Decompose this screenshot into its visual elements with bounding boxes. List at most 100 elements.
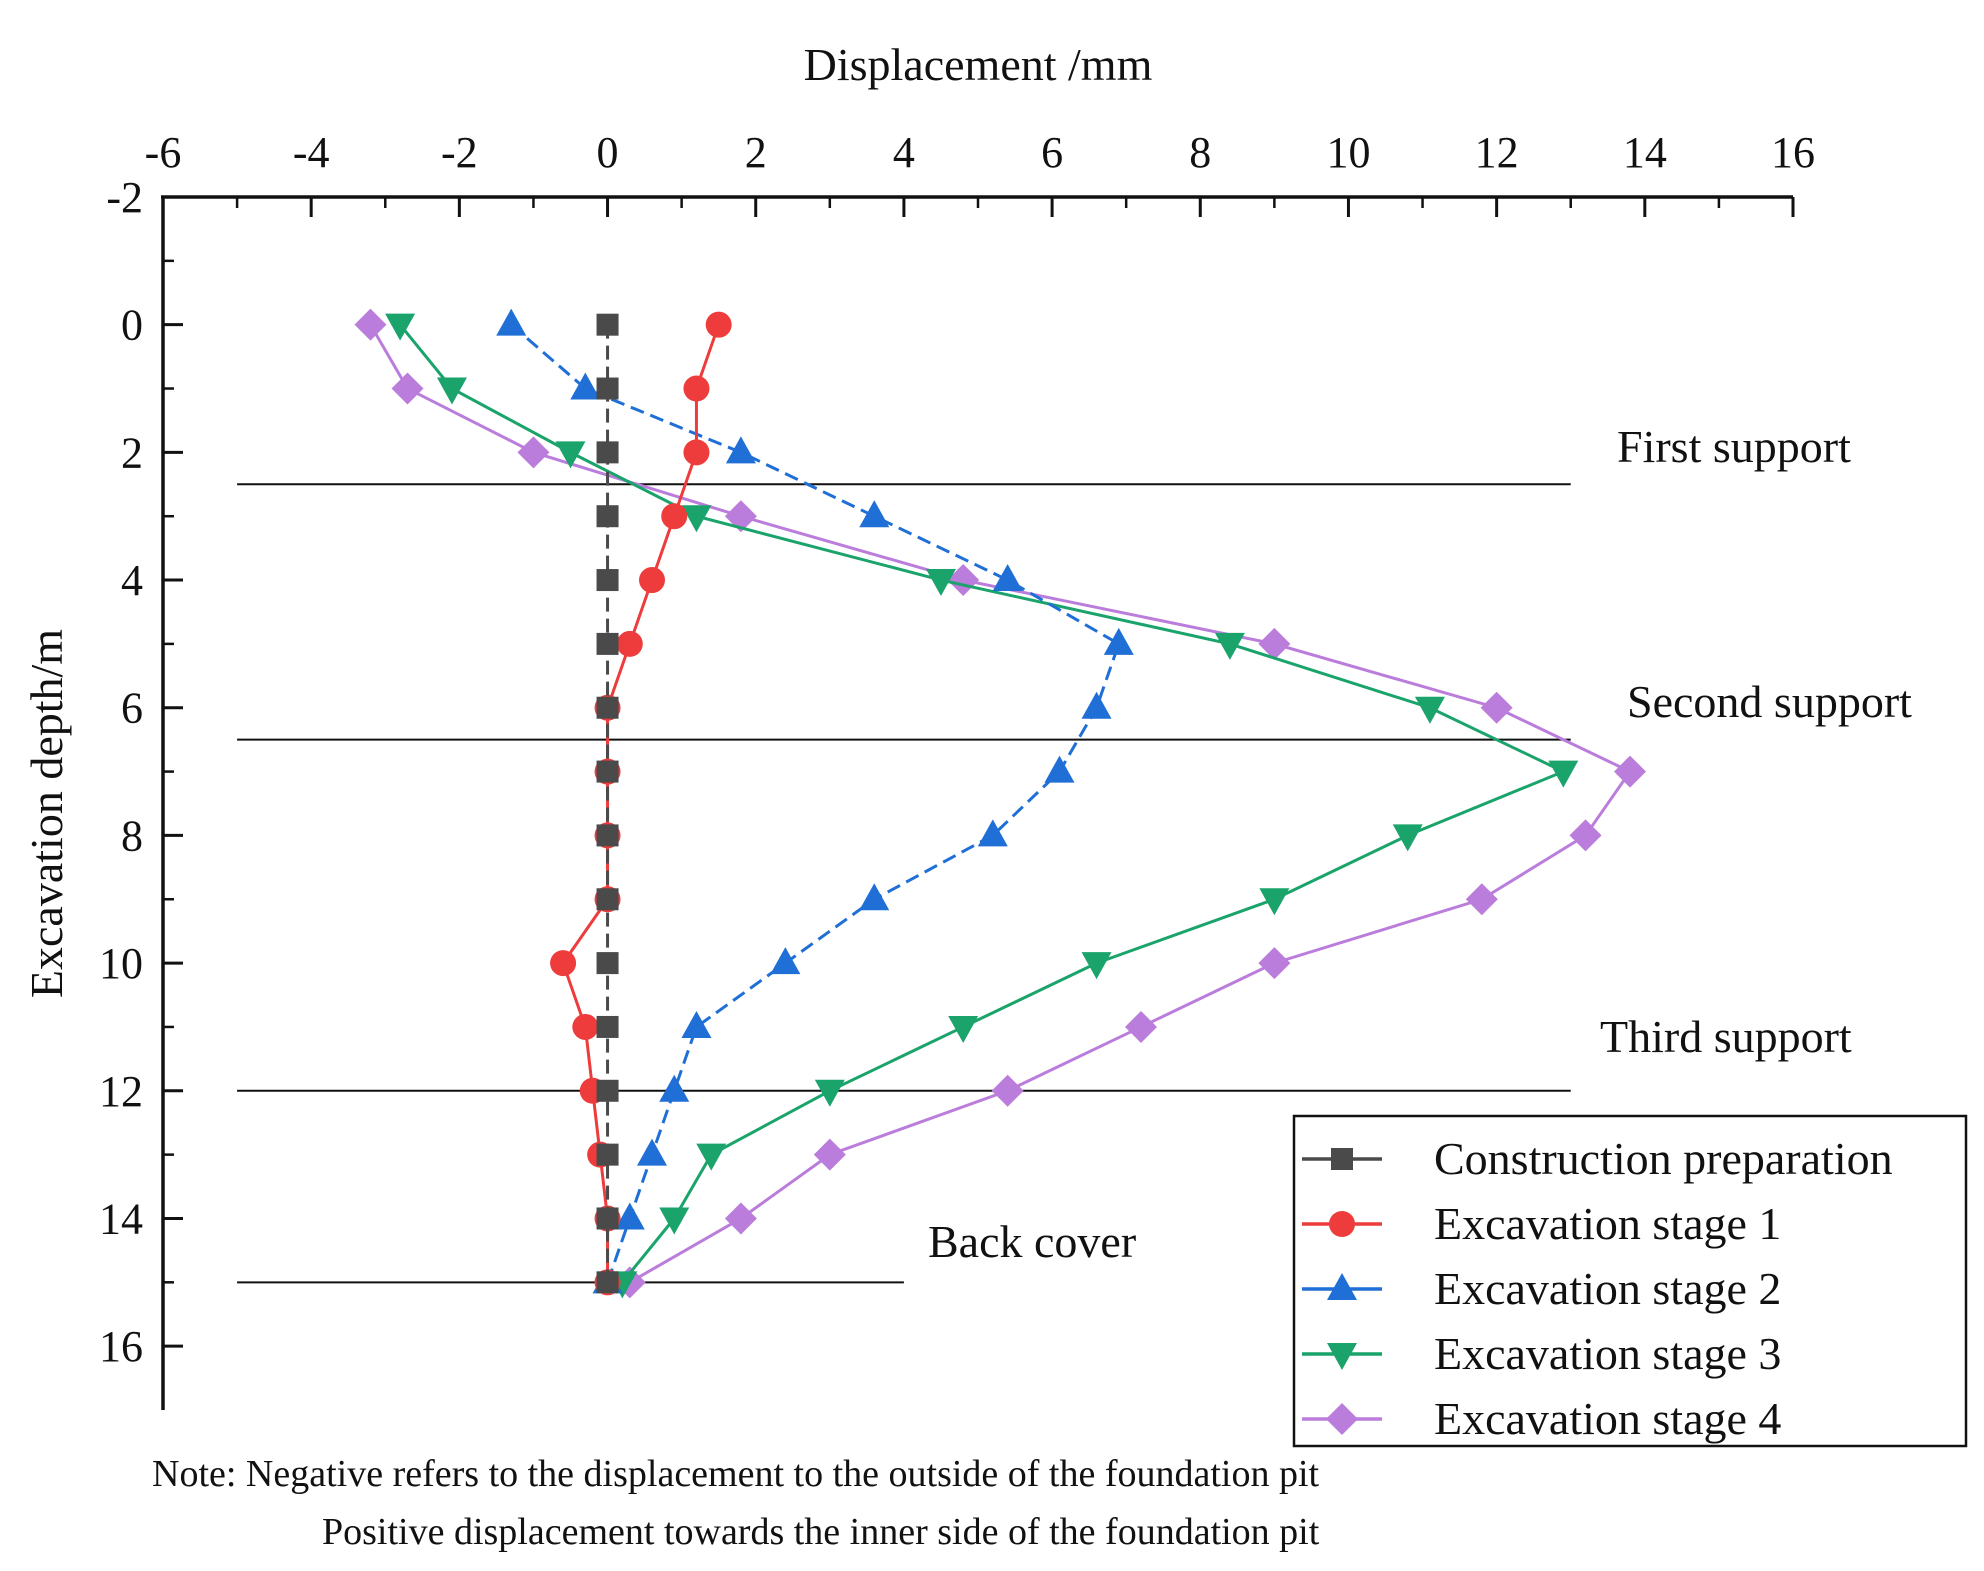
- footnote-negative: Note: Negative refers to the displacemen…: [152, 1453, 1320, 1495]
- data-point-excavation-stage-3: [1548, 760, 1579, 788]
- legend-entry-excavation-stage-1: Excavation stage 1: [1302, 1198, 1781, 1249]
- legend-swatch-marker: [1327, 1343, 1357, 1370]
- data-point-construction-preparation: [596, 760, 619, 783]
- annotation-back-cover: Back cover: [928, 1216, 1136, 1267]
- y-tick-label: 10: [99, 939, 143, 988]
- data-point-excavation-stage-2: [977, 819, 1008, 847]
- data-point-construction-preparation: [596, 1143, 619, 1166]
- y-axis-title: Excavation depth/m: [21, 629, 72, 998]
- series-construction-preparation: [596, 313, 619, 1294]
- x-tick-label: 10: [1326, 128, 1370, 177]
- data-point-construction-preparation: [596, 696, 619, 719]
- x-tick-label: 0: [597, 128, 619, 177]
- y-tick-label: 14: [99, 1194, 143, 1243]
- data-point-excavation-stage-4: [1569, 819, 1602, 852]
- series-excavation-stage-1: [550, 311, 732, 1296]
- data-point-excavation-stage-2: [725, 436, 756, 464]
- data-point-excavation-stage-4: [354, 308, 387, 341]
- data-point-excavation-stage-1: [616, 630, 643, 657]
- data-point-construction-preparation: [596, 505, 619, 528]
- data-point-excavation-stage-2: [659, 1074, 690, 1102]
- data-point-excavation-stage-3: [925, 569, 956, 597]
- data-point-excavation-stage-2: [992, 564, 1023, 592]
- data-point-excavation-stage-4: [813, 1138, 846, 1171]
- data-point-construction-preparation: [596, 824, 619, 847]
- data-point-excavation-stage-4: [517, 436, 550, 469]
- data-point-excavation-stage-4: [391, 372, 424, 405]
- data-point-construction-preparation: [596, 1015, 619, 1038]
- data-point-construction-preparation: [596, 441, 619, 464]
- x-tick-label: 12: [1475, 128, 1519, 177]
- data-point-excavation-stage-2: [496, 308, 527, 336]
- data-point-excavation-stage-2: [1103, 627, 1134, 655]
- data-point-excavation-stage-3: [1392, 824, 1423, 852]
- data-point-construction-preparation: [596, 1079, 619, 1102]
- legend: Construction preparation Excavation stage…: [1292, 1114, 1968, 1448]
- data-point-excavation-stage-2: [570, 372, 601, 400]
- axes: -6 -4 -2 0 2 4 6 8 10 12 14 16 -2 0 2 4 6 8 10 12 14 16 Displa…: [21, 39, 1815, 1410]
- data-point-excavation-stage-1: [572, 1013, 599, 1040]
- data-point-excavation-stage-3: [1259, 888, 1290, 916]
- data-point-excavation-stage-2: [1081, 691, 1112, 719]
- y-tick-label: 0: [121, 301, 143, 350]
- data-point-excavation-stage-1: [661, 503, 688, 530]
- annotation-second-support: Second support: [1627, 676, 1912, 727]
- data-point-excavation-stage-4: [1480, 691, 1513, 724]
- reference-lines: [237, 483, 1571, 1284]
- x-tick-label: 8: [1189, 128, 1211, 177]
- legend-entry-excavation-stage-4: Excavation stage 4: [1302, 1393, 1781, 1444]
- data-point-excavation-stage-1: [683, 439, 710, 466]
- y-tick-label: 6: [121, 684, 143, 733]
- y-tick-label: 2: [121, 428, 143, 477]
- legend-entry-excavation-stage-3: Excavation stage 3: [1302, 1328, 1781, 1379]
- support-annotations: First support Second support Third support…: [928, 421, 1912, 1267]
- data-point-excavation-stage-3: [1414, 696, 1445, 724]
- data-point-excavation-stage-1: [705, 311, 732, 338]
- footnotes: Note: Negative refers to the displacemen…: [152, 1453, 1320, 1553]
- series-line-excavation-stage-3: [398, 323, 1568, 1284]
- series-line-excavation-stage-1: [561, 324, 721, 1283]
- data-point-excavation-stage-2: [770, 947, 801, 975]
- annotation-third-support: Third support: [1600, 1011, 1852, 1062]
- x-tick-label: -2: [441, 128, 478, 177]
- data-point-construction-preparation: [596, 1271, 619, 1294]
- data-point-excavation-stage-4: [1465, 883, 1498, 916]
- data-point-excavation-stage-3: [814, 1079, 845, 1107]
- data-point-excavation-stage-4: [991, 1074, 1024, 1107]
- legend-swatch-marker: [1327, 1273, 1357, 1300]
- data-point-excavation-stage-2: [859, 500, 890, 528]
- data-point-construction-preparation: [596, 1207, 619, 1230]
- x-tick-label: 14: [1623, 128, 1667, 177]
- data-point-excavation-stage-2: [681, 1010, 712, 1038]
- data-point-excavation-stage-4: [1258, 947, 1291, 980]
- data-point-excavation-stage-2: [637, 1138, 667, 1166]
- series-line-excavation-stage-4: [369, 323, 1633, 1284]
- data-point-construction-preparation: [596, 632, 619, 655]
- data-point-excavation-stage-3: [659, 1207, 690, 1235]
- data-point-construction-preparation: [596, 888, 619, 911]
- x-tick-label: 4: [893, 128, 915, 177]
- data-point-excavation-stage-4: [947, 564, 980, 597]
- data-point-excavation-stage-2: [1044, 755, 1075, 783]
- data-point-excavation-stage-2: [614, 1202, 645, 1230]
- data-point-excavation-stage-3: [1081, 952, 1112, 980]
- legend-swatch-marker: [1331, 1148, 1353, 1170]
- x-tick-label: 2: [745, 128, 767, 177]
- data-point-construction-preparation: [596, 952, 619, 975]
- data-point-excavation-stage-4: [724, 1202, 757, 1235]
- data-point-excavation-stage-3: [948, 1015, 979, 1043]
- legend-swatch-marker: [1326, 1403, 1358, 1435]
- y-tick-label: 4: [121, 556, 143, 605]
- data-point-excavation-stage-3: [1214, 632, 1245, 660]
- x-tick-label: -4: [293, 128, 330, 177]
- data-point-excavation-stage-3: [696, 1143, 727, 1171]
- x-axis-title: Displacement /mm: [804, 39, 1153, 90]
- x-tick-label: 16: [1771, 128, 1815, 177]
- series-excavation-stage-2: [496, 308, 1134, 1294]
- y-tick-label: 8: [121, 811, 143, 860]
- data-point-excavation-stage-1: [550, 950, 577, 977]
- footnote-positive: Positive displacement towards the inner …: [322, 1511, 1320, 1553]
- legend-box: [1292, 1114, 1968, 1448]
- x-tick-label: 6: [1041, 128, 1063, 177]
